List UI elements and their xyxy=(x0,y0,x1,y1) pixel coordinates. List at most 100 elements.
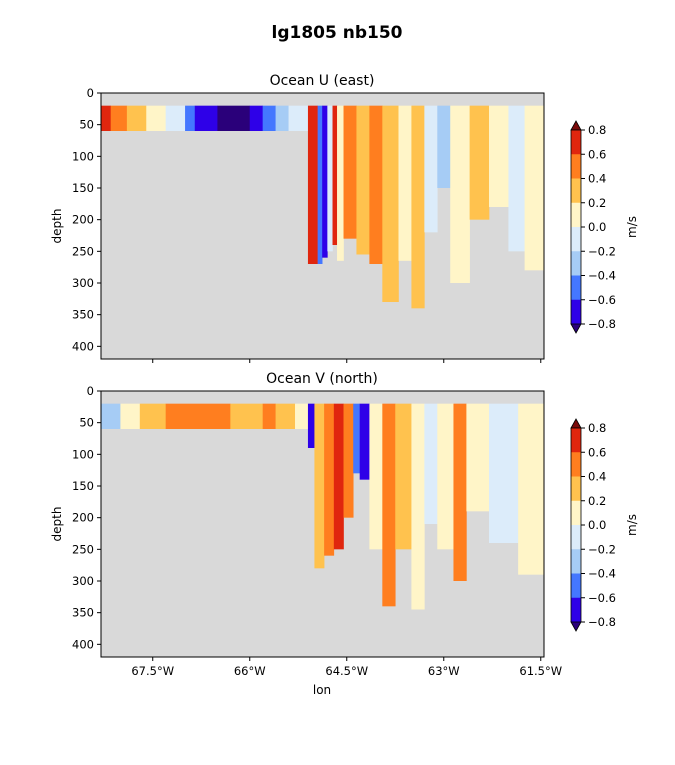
y-tick-label: 250 xyxy=(72,542,94,556)
data-cell xyxy=(453,403,467,581)
data-cell xyxy=(382,403,396,607)
data-cell xyxy=(518,403,545,575)
colorbar-segment xyxy=(571,476,581,502)
data-cell xyxy=(411,105,425,309)
panel-v-plot-area xyxy=(101,391,545,657)
panel-ocean-u: Ocean U (east) 050100150200250300350400 … xyxy=(50,73,639,363)
data-cell xyxy=(101,403,121,429)
y-tick-label: 50 xyxy=(79,118,94,132)
y-tick-label: 350 xyxy=(72,606,94,620)
panel-v-x-axis: 67.5°W 66°W 64.5°W 63°W 61.5°W xyxy=(131,657,562,678)
colorbar-segment xyxy=(571,178,581,204)
data-cell xyxy=(307,105,318,264)
colorbar-segment xyxy=(571,597,581,623)
colorbar-segment xyxy=(571,525,581,550)
y-tick-label: 0 xyxy=(87,384,94,398)
data-cell xyxy=(139,403,166,429)
colorbar-tick-label: 0.4 xyxy=(588,172,606,186)
x-tick-label: 61.5°W xyxy=(519,664,562,678)
data-cell xyxy=(262,105,276,131)
colorbar-segment xyxy=(571,251,581,276)
colorbar-segment xyxy=(571,452,581,477)
data-cell xyxy=(343,403,354,518)
colorbar-tick-label: 0.8 xyxy=(588,123,606,137)
y-tick-label: 350 xyxy=(72,308,94,322)
data-cell xyxy=(230,403,263,429)
colorbar-tick-label: −0.2 xyxy=(588,542,616,556)
colorbar-tick-label: −0.8 xyxy=(588,615,616,629)
y-tick-label: 150 xyxy=(72,181,94,195)
colorbar-tick-label: 0.0 xyxy=(588,220,606,234)
colorbar-extend-min xyxy=(570,621,582,632)
colorbar-segment xyxy=(571,130,581,155)
data-cell xyxy=(369,105,383,264)
y-tick-label: 400 xyxy=(72,339,94,353)
data-cell xyxy=(333,403,344,550)
data-cell xyxy=(275,105,289,131)
data-cell xyxy=(217,105,251,131)
data-cell xyxy=(437,403,454,550)
colorbar-tick-label: 0.0 xyxy=(588,518,606,532)
data-cell xyxy=(466,403,490,512)
colorbar-tick-label: 0.2 xyxy=(588,196,606,210)
y-tick-label: 100 xyxy=(72,447,94,461)
data-cell xyxy=(185,105,196,131)
data-cell xyxy=(382,105,399,302)
data-cell xyxy=(450,105,470,283)
colorbar-tick-label: 0.4 xyxy=(588,470,606,484)
data-cell xyxy=(398,105,412,261)
y-tick-label: 400 xyxy=(72,637,94,651)
x-tick-label: 63°W xyxy=(428,664,460,678)
y-tick-label: 150 xyxy=(72,479,94,493)
colorbar-label: m/s xyxy=(625,514,639,536)
data-cell xyxy=(489,403,519,543)
data-cell xyxy=(437,105,451,188)
panel-v-title: Ocean V (north) xyxy=(266,371,378,387)
colorbar-segment xyxy=(571,573,581,599)
panel-u-plot-area xyxy=(101,93,545,359)
colorbar-segment xyxy=(571,428,581,453)
colorbar-segment xyxy=(571,202,581,228)
colorbar-segment xyxy=(571,299,581,325)
colorbar-tick-label: 0.2 xyxy=(588,494,606,508)
colorbar-tick-label: 0.6 xyxy=(588,445,606,459)
colorbar-label: m/s xyxy=(625,216,639,238)
data-cell xyxy=(369,403,383,550)
data-cell xyxy=(359,403,370,480)
panel-u-colorbar: 0.8 0.6 0.4 0.2 0.0 −0.2 −0.4 −0.6 −0.8 m/s xyxy=(570,120,639,334)
colorbar-extend-min xyxy=(570,323,582,334)
data-cell xyxy=(489,105,509,207)
data-cell xyxy=(424,105,438,233)
data-cell xyxy=(317,105,323,264)
y-tick-label: 300 xyxy=(72,276,94,290)
colorbar-tick-label: −0.4 xyxy=(588,567,616,581)
data-cell xyxy=(295,403,309,429)
data-cell xyxy=(314,403,325,569)
data-cell xyxy=(288,105,309,131)
data-cell xyxy=(343,105,357,239)
data-cell xyxy=(110,105,128,131)
data-cell xyxy=(275,403,296,429)
colorbar-segment xyxy=(571,227,581,252)
data-cell xyxy=(101,105,111,131)
data-cell xyxy=(524,105,545,271)
y-tick-label: 0 xyxy=(87,86,94,100)
data-cell xyxy=(337,105,344,261)
data-cell xyxy=(146,105,166,131)
figure-suptitle: lg1805 nb150 xyxy=(272,23,403,43)
data-cell xyxy=(249,105,263,131)
panel-u-title: Ocean U (east) xyxy=(270,73,375,89)
data-cell xyxy=(332,105,338,245)
panel-ocean-v: Ocean V (north) 0 50 100 150 200 250 300 350 400… xyxy=(50,371,639,678)
panel-u-frame xyxy=(100,92,545,360)
y-tick-label: 300 xyxy=(72,574,94,588)
colorbar-segment xyxy=(571,549,581,574)
data-cell xyxy=(322,105,328,258)
data-cell xyxy=(411,403,425,610)
colorbar-tick-label: −0.8 xyxy=(588,317,616,331)
data-cell xyxy=(165,403,231,429)
colorbar-tick-label: −0.6 xyxy=(588,591,616,605)
y-tick-label: 200 xyxy=(72,511,94,525)
colorbar-tick-label: −0.4 xyxy=(588,269,616,283)
